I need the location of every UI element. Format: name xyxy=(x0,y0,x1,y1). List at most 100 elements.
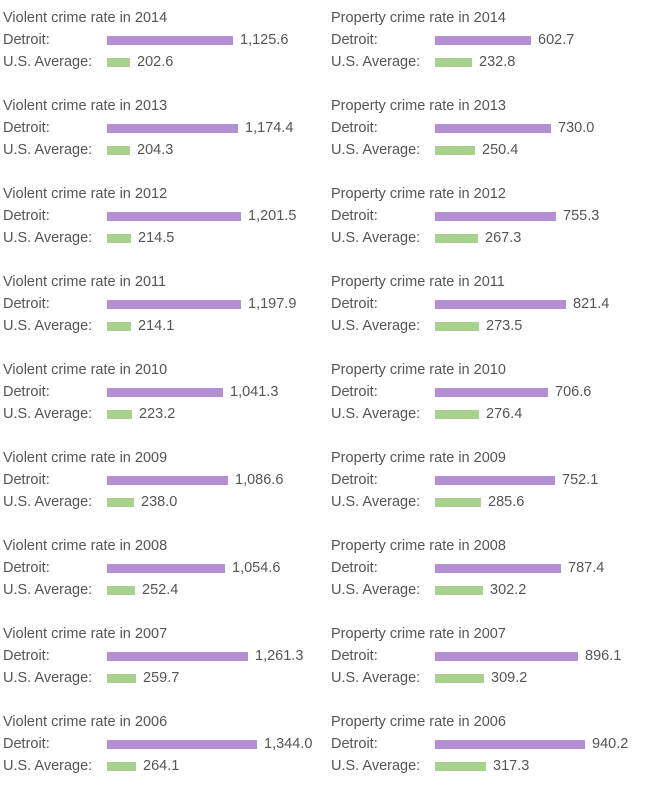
us-average-row: U.S. Average: 309.2 xyxy=(331,668,656,688)
detroit-row: Detroit: 602.7 xyxy=(331,30,656,50)
us-average-bar xyxy=(107,322,131,331)
detroit-bar xyxy=(435,300,566,309)
detroit-row: Detroit: 1,197.9 xyxy=(3,294,331,314)
detroit-label: Detroit: xyxy=(331,30,378,50)
detroit-bar xyxy=(435,740,585,749)
us-average-value: 302.2 xyxy=(490,580,526,600)
detroit-value: 1,125.6 xyxy=(240,30,288,50)
detroit-row: Detroit: 706.6 xyxy=(331,382,656,402)
us-average-value: 223.2 xyxy=(139,404,175,424)
detroit-row: Detroit: 730.0 xyxy=(331,118,656,138)
detroit-row: Detroit: 1,086.6 xyxy=(3,470,331,490)
us-average-row: U.S. Average: 317.3 xyxy=(331,756,656,776)
chart-block-2006: Property crime rate in 2006 Detroit: 940.2… xyxy=(331,712,656,800)
chart-block-2012: Violent crime rate in 2012 Detroit: 1,201.… xyxy=(3,184,331,272)
us-average-label: U.S. Average: xyxy=(331,316,420,336)
us-average-row: U.S. Average: 264.1 xyxy=(3,756,331,776)
detroit-bar xyxy=(435,36,531,45)
detroit-bar xyxy=(107,476,228,485)
detroit-row: Detroit: 787.4 xyxy=(331,558,656,578)
us-average-label: U.S. Average: xyxy=(3,668,92,688)
detroit-label: Detroit: xyxy=(3,558,50,578)
detroit-label: Detroit: xyxy=(331,470,378,490)
detroit-label: Detroit: xyxy=(3,294,50,314)
violent-crime-column: Violent crime rate in 2014 Detroit: 1,125.… xyxy=(3,8,331,800)
detroit-label: Detroit: xyxy=(3,206,50,226)
chart-block-2013: Violent crime rate in 2013 Detroit: 1,174.… xyxy=(3,96,331,184)
detroit-row: Detroit: 1,041.3 xyxy=(3,382,331,402)
us-average-value: 204.3 xyxy=(137,140,173,160)
detroit-row: Detroit: 896.1 xyxy=(331,646,656,666)
us-average-label: U.S. Average: xyxy=(3,228,92,248)
us-average-row: U.S. Average: 204.3 xyxy=(3,140,331,160)
detroit-value: 752.1 xyxy=(562,470,598,490)
detroit-bar xyxy=(107,388,223,397)
chart-block-2011: Violent crime rate in 2011 Detroit: 1,197.… xyxy=(3,272,331,360)
detroit-label: Detroit: xyxy=(331,118,378,138)
detroit-label: Detroit: xyxy=(3,382,50,402)
us-average-row: U.S. Average: 273.5 xyxy=(331,316,656,336)
chart-block-2008: Violent crime rate in 2008 Detroit: 1,054.… xyxy=(3,536,331,624)
us-average-row: U.S. Average: 223.2 xyxy=(3,404,331,424)
chart-title: Property crime rate in 2009 xyxy=(331,448,506,468)
detroit-bar xyxy=(107,740,257,749)
detroit-value: 1,041.3 xyxy=(230,382,278,402)
chart-title: Violent crime rate in 2007 xyxy=(3,624,167,644)
chart-title: Property crime rate in 2007 xyxy=(331,624,506,644)
us-average-row: U.S. Average: 214.1 xyxy=(3,316,331,336)
us-average-row: U.S. Average: 232.8 xyxy=(331,52,656,72)
us-average-bar xyxy=(107,586,135,595)
detroit-value: 1,261.3 xyxy=(255,646,303,666)
detroit-row: Detroit: 821.4 xyxy=(331,294,656,314)
detroit-row: Detroit: 1,201.5 xyxy=(3,206,331,226)
us-average-bar xyxy=(435,410,479,419)
us-average-bar xyxy=(435,322,479,331)
detroit-label: Detroit: xyxy=(331,646,378,666)
chart-block-2012: Property crime rate in 2012 Detroit: 755.3… xyxy=(331,184,656,272)
chart-block-2009: Property crime rate in 2009 Detroit: 752.1… xyxy=(331,448,656,536)
us-average-row: U.S. Average: 285.6 xyxy=(331,492,656,512)
detroit-bar xyxy=(107,564,225,573)
detroit-value: 602.7 xyxy=(538,30,574,50)
us-average-row: U.S. Average: 302.2 xyxy=(331,580,656,600)
chart-title: Violent crime rate in 2014 xyxy=(3,8,167,28)
detroit-row: Detroit: 1,344.0 xyxy=(3,734,331,754)
detroit-bar xyxy=(435,652,578,661)
chart-block-2013: Property crime rate in 2013 Detroit: 730.0… xyxy=(331,96,656,184)
us-average-value: 232.8 xyxy=(479,52,515,72)
us-average-value: 259.7 xyxy=(143,668,179,688)
detroit-label: Detroit: xyxy=(331,206,378,226)
detroit-value: 1,197.9 xyxy=(248,294,296,314)
detroit-bar xyxy=(435,212,556,221)
us-average-row: U.S. Average: 259.7 xyxy=(3,668,331,688)
detroit-row: Detroit: 752.1 xyxy=(331,470,656,490)
chart-block-2010: Violent crime rate in 2010 Detroit: 1,041.… xyxy=(3,360,331,448)
us-average-value: 250.4 xyxy=(482,140,518,160)
chart-title: Property crime rate in 2006 xyxy=(331,712,506,732)
us-average-label: U.S. Average: xyxy=(331,492,420,512)
detroit-bar xyxy=(107,212,241,221)
detroit-value: 940.2 xyxy=(592,734,628,754)
detroit-bar xyxy=(435,564,561,573)
chart-title: Property crime rate in 2012 xyxy=(331,184,506,204)
us-average-label: U.S. Average: xyxy=(331,140,420,160)
detroit-label: Detroit: xyxy=(331,382,378,402)
us-average-label: U.S. Average: xyxy=(3,52,92,72)
detroit-label: Detroit: xyxy=(3,470,50,490)
detroit-value: 1,344.0 xyxy=(264,734,312,754)
detroit-value: 730.0 xyxy=(558,118,594,138)
detroit-row: Detroit: 1,174.4 xyxy=(3,118,331,138)
us-average-row: U.S. Average: 214.5 xyxy=(3,228,331,248)
us-average-value: 317.3 xyxy=(493,756,529,776)
us-average-bar xyxy=(107,146,130,155)
chart-title: Property crime rate in 2014 xyxy=(331,8,506,28)
chart-block-2010: Property crime rate in 2010 Detroit: 706.6… xyxy=(331,360,656,448)
us-average-label: U.S. Average: xyxy=(3,404,92,424)
us-average-bar xyxy=(107,498,134,507)
us-average-value: 214.1 xyxy=(138,316,174,336)
us-average-label: U.S. Average: xyxy=(3,580,92,600)
chart-title: Violent crime rate in 2011 xyxy=(3,272,166,292)
chart-block-2007: Violent crime rate in 2007 Detroit: 1,261.… xyxy=(3,624,331,712)
us-average-bar xyxy=(435,762,486,771)
us-average-row: U.S. Average: 267.3 xyxy=(331,228,656,248)
